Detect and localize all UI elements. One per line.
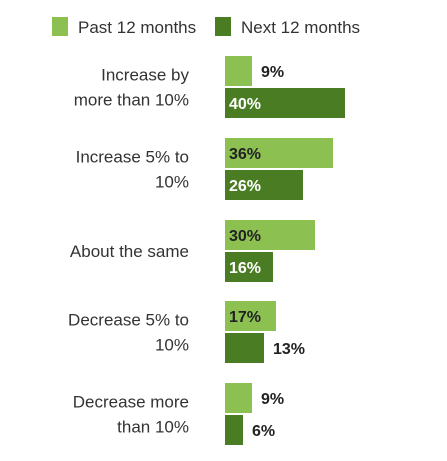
data-label: 17% <box>229 309 261 326</box>
legend-label-1: Past 12 months <box>78 18 196 37</box>
data-label: 30% <box>229 228 261 245</box>
bar <box>225 415 243 445</box>
data-label: 9% <box>261 64 284 81</box>
data-label: 13% <box>273 341 305 358</box>
category-group: Decrease more than 10% 9% 6% <box>73 383 284 445</box>
category-label: Decrease more <box>73 393 189 412</box>
category-label: 10% <box>155 336 189 355</box>
category-group: About the same 30% 16% <box>70 220 315 282</box>
bar <box>225 56 252 86</box>
data-label: 6% <box>252 423 275 440</box>
bar <box>225 252 273 282</box>
legend: Past 12 months Next 12 months <box>52 17 360 37</box>
bar <box>225 301 276 331</box>
legend-swatch-1 <box>52 17 68 36</box>
category-label: 10% <box>155 173 189 192</box>
category-group: Decrease 5% to 10% 17% 13% <box>68 301 305 363</box>
bar <box>225 138 333 168</box>
bar <box>225 88 345 118</box>
bar <box>225 170 303 200</box>
category-label: than 10% <box>117 418 189 437</box>
data-label: 26% <box>229 178 261 195</box>
legend-label-2: Next 12 months <box>241 18 360 37</box>
category-label: Increase 5% to <box>76 148 189 167</box>
bar <box>225 220 315 250</box>
bar <box>225 333 264 363</box>
bar <box>225 383 252 413</box>
legend-swatch-2 <box>215 17 231 36</box>
category-group: Increase by more than 10% 9%40% <box>74 56 345 118</box>
category-group: Increase 5% to 10% 36% 26% <box>76 138 333 200</box>
category-label: more than 10% <box>74 91 189 110</box>
data-label: 9% <box>261 391 284 408</box>
category-label: Increase by <box>101 66 189 85</box>
data-label: 36% <box>229 146 261 163</box>
data-label: 16% <box>229 260 261 277</box>
data-label: 40% <box>229 96 261 113</box>
category-label: Decrease 5% to <box>68 311 189 330</box>
category-label: About the same <box>70 242 189 261</box>
